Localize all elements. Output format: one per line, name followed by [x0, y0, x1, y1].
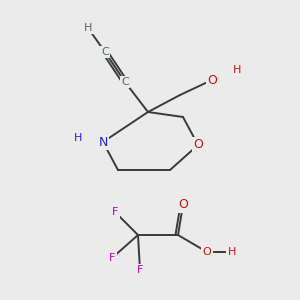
Text: H: H	[74, 133, 82, 143]
Text: O: O	[178, 199, 188, 212]
Text: H: H	[84, 23, 92, 33]
Text: H: H	[233, 65, 241, 75]
Text: N: N	[98, 136, 108, 148]
Text: C: C	[101, 47, 109, 57]
Text: H: H	[228, 247, 236, 257]
Text: O: O	[193, 139, 203, 152]
Text: F: F	[112, 207, 118, 217]
Text: C: C	[121, 77, 129, 87]
Text: F: F	[137, 265, 143, 275]
Text: O: O	[202, 247, 211, 257]
Text: O: O	[207, 74, 217, 86]
Text: F: F	[109, 253, 115, 263]
